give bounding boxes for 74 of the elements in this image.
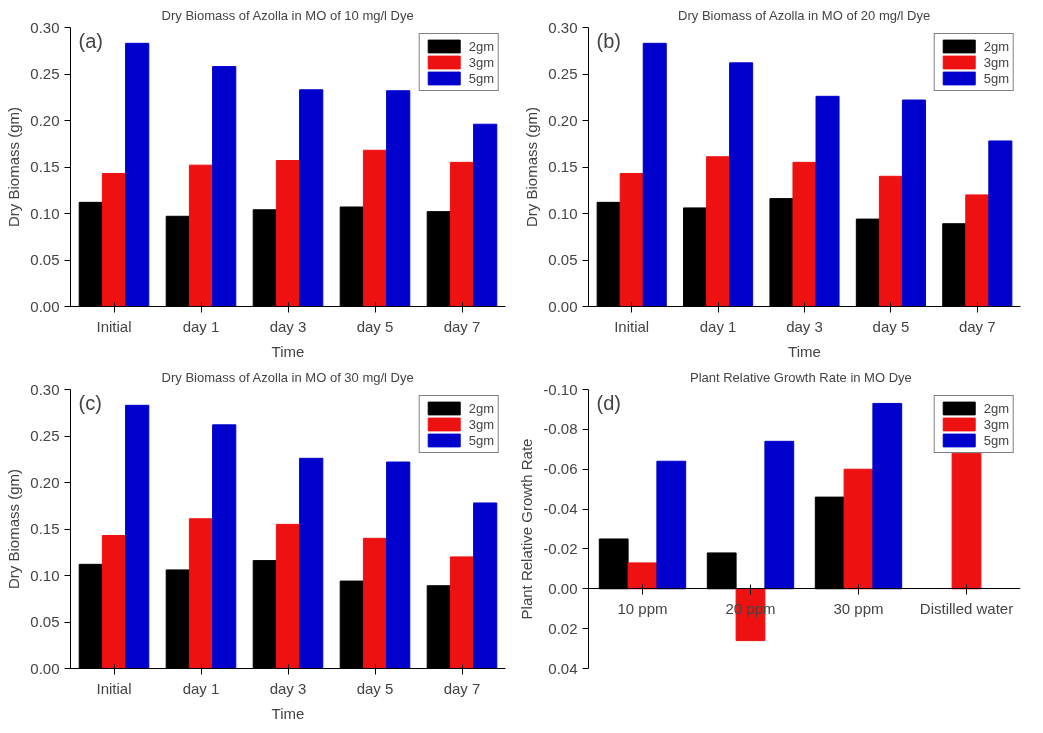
x-tick-label: day 1 (182, 679, 220, 697)
x-tick-label: day 7 (443, 317, 481, 335)
y-tick-label: 0.15 (548, 158, 578, 175)
y-tick-label: 0.15 (30, 520, 60, 537)
y-tick-label: -0.02 (543, 539, 578, 557)
annotation: (b) (596, 29, 621, 52)
y-tick-label: 0.10 (548, 204, 578, 222)
chart-title: Dry Biomass of Azolla in MO of 10 mg/l Dye (161, 7, 414, 23)
legend-label: 3gm (468, 54, 494, 70)
x-tick-label: day 1 (182, 317, 220, 335)
y-tick-label: 0.04 (548, 659, 578, 677)
x-tick-label: day 5 (872, 317, 910, 335)
y-axis-title: Plant Relative Growth Rate (518, 438, 536, 620)
x-tick-label: day 7 (443, 679, 481, 697)
y-tick-label: 0.10 (30, 204, 60, 222)
y-axis-title: Dry Biomass (gm) (523, 106, 541, 227)
x-tick-label: day 5 (356, 679, 394, 697)
legend-label: 5gm (983, 70, 1009, 86)
x-axis-title: Time (271, 342, 305, 360)
y-tick-label: -0.10 (543, 380, 578, 398)
y-tick-label: 0.05 (548, 251, 578, 268)
x-tick-label: 30 ppm (833, 599, 884, 617)
chart-title: Dry Biomass of Azolla in MO of 20 mg/l Dye (678, 7, 931, 23)
y-tick-label: 0.10 (30, 566, 60, 584)
x-tick-label: day 7 (958, 317, 996, 335)
y-tick-label: -0.08 (543, 420, 578, 438)
annotation: (d) (596, 391, 621, 414)
annotation: (a) (78, 29, 103, 52)
x-tick-label: Initial (96, 679, 132, 697)
legend-label: 2gm (983, 38, 1009, 54)
annotation: (c) (78, 391, 102, 414)
y-tick-label: 0.25 (30, 65, 60, 82)
x-tick-label: Distilled water (919, 599, 1014, 617)
legend-label: 3gm (983, 416, 1009, 432)
y-tick-label: 0.05 (30, 251, 60, 268)
y-tick-label: 0.00 (548, 579, 578, 597)
y-tick-label: 0.30 (30, 18, 60, 36)
y-tick-label: 0.20 (30, 111, 60, 129)
legend-label: 3gm (983, 54, 1009, 70)
x-tick-label: day 1 (699, 317, 737, 335)
legend-label: 3gm (468, 416, 494, 432)
y-tick-label: 0.00 (30, 659, 60, 677)
legend-label: 5gm (983, 432, 1009, 448)
y-tick-label: 0.20 (548, 111, 578, 129)
x-tick-label: day 3 (269, 679, 307, 697)
y-tick-label: 0.30 (548, 18, 578, 36)
x-tick-label: Initial (96, 317, 132, 335)
y-tick-label: 0.25 (548, 65, 578, 82)
y-tick-label: 0.00 (548, 297, 578, 315)
y-tick-label: 0.02 (548, 619, 578, 637)
y-tick-label: 0.05 (30, 613, 60, 630)
chart-title: Plant Relative Growth Rate in MO Dye (689, 369, 912, 385)
x-tick-label: day 3 (269, 317, 307, 335)
x-axis-title: Time (788, 342, 821, 360)
y-axis-title: Dry Biomass (gm) (5, 106, 23, 227)
x-tick-label: 10 ppm (617, 599, 668, 617)
y-tick-label: 0.00 (30, 297, 60, 315)
x-axis-title: Time (271, 704, 305, 722)
y-tick-label: -0.04 (543, 500, 578, 518)
x-tick-label: day 5 (356, 317, 394, 335)
y-tick-label: -0.06 (543, 460, 578, 478)
legend-label: 2gm (468, 400, 494, 416)
y-tick-label: 0.15 (30, 158, 60, 175)
y-tick-label: 0.25 (30, 427, 60, 444)
legend-label: 2gm (983, 400, 1009, 416)
y-axis-title: Dry Biomass (gm) (5, 468, 23, 589)
legend-label: 2gm (468, 38, 494, 54)
legend-label: 5gm (468, 70, 494, 86)
chart-title: Dry Biomass of Azolla in MO of 30 mg/l Dye (161, 369, 414, 385)
y-tick-label: 0.20 (30, 473, 60, 491)
x-tick-label: day 3 (786, 317, 823, 335)
x-tick-label: Initial (614, 317, 650, 335)
y-tick-label: 0.30 (30, 380, 60, 398)
legend-label: 5gm (468, 432, 494, 448)
